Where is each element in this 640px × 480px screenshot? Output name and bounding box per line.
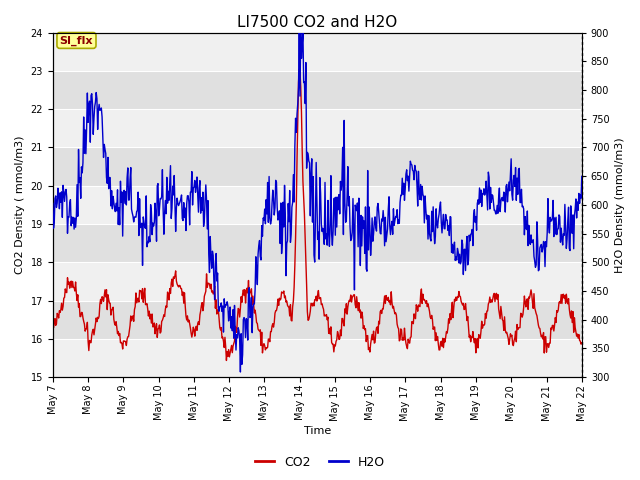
Bar <box>52 339 582 377</box>
Bar <box>52 109 582 147</box>
Bar <box>52 300 582 339</box>
X-axis label: Time: Time <box>303 426 331 436</box>
Bar <box>52 262 582 300</box>
Y-axis label: H2O Density (mmol/m3): H2O Density (mmol/m3) <box>615 137 625 273</box>
Bar <box>52 224 582 262</box>
Bar <box>52 147 582 186</box>
Text: SI_flx: SI_flx <box>60 36 93 46</box>
Title: LI7500 CO2 and H2O: LI7500 CO2 and H2O <box>237 15 397 30</box>
Bar <box>52 71 582 109</box>
Y-axis label: CO2 Density ( mmol/m3): CO2 Density ( mmol/m3) <box>15 135 25 274</box>
Bar <box>52 33 582 71</box>
Legend: CO2, H2O: CO2, H2O <box>250 451 390 474</box>
Bar <box>52 186 582 224</box>
